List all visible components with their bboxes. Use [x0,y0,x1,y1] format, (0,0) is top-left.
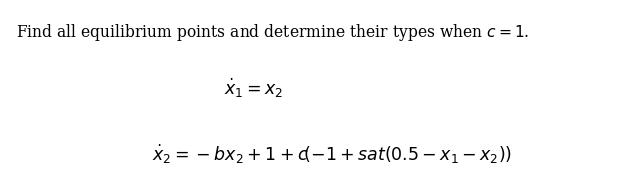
Text: $\dot{x}_1 = x_2$: $\dot{x}_1 = x_2$ [224,77,283,100]
Text: Find all equilibrium points and determine their types when $c = 1$.: Find all equilibrium points and determin… [16,22,529,43]
Text: $\dot{x}_2 = -bx_2 + 1 + c\!\left(-1 + sat\left(0.5 - x_1 - x_2\right)\right)$: $\dot{x}_2 = -bx_2 + 1 + c\!\left(-1 + s… [152,143,513,166]
